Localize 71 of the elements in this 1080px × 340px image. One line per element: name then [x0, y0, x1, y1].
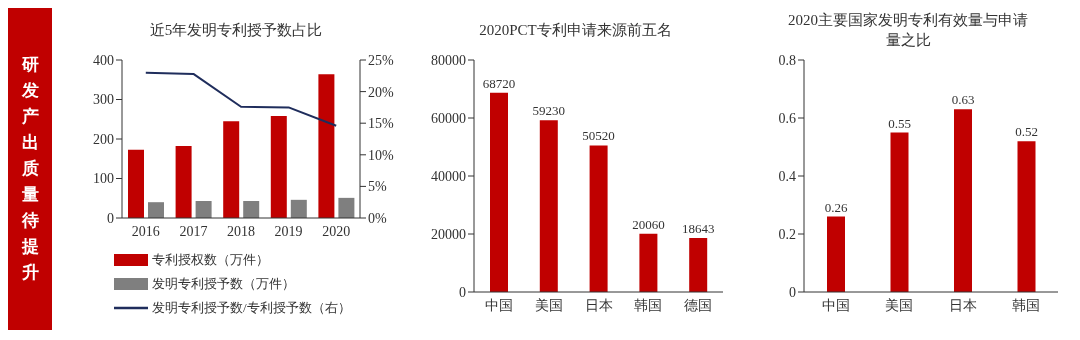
- x-tick-label: 2020: [322, 223, 351, 239]
- line-series: [144, 71, 338, 127]
- bar: [270, 116, 287, 218]
- data-label: 0.63: [951, 92, 975, 108]
- data-label: 0.26: [824, 199, 848, 215]
- x-tick-label: 中国: [821, 297, 850, 313]
- bar: [954, 109, 972, 292]
- data-label: 50520: [582, 128, 615, 144]
- chart-title: 研发产出质量待提升: [21, 55, 39, 282]
- data-label: 18643: [681, 220, 715, 236]
- y-tick-label: 20000: [431, 226, 466, 242]
- x-tick-label: 2018: [227, 223, 255, 239]
- data-label: 0.55: [888, 115, 911, 131]
- legend-label: 发明专利授予数/专利授予数（右）: [152, 299, 351, 317]
- x-tick-label: 2019: [274, 223, 303, 239]
- bar: [128, 149, 144, 218]
- legend-label: 发明专利授予数（万件）: [152, 275, 295, 293]
- y-tick-label: 0.2: [778, 226, 796, 242]
- x-tick-label: 韩国: [1012, 297, 1041, 313]
- bar: [639, 233, 658, 292]
- bar: [290, 199, 307, 218]
- y-tick-label: 0.4: [778, 168, 796, 184]
- legend-label: 专利授权数（万件）: [152, 251, 269, 269]
- x-tick-label: 日本: [948, 297, 977, 313]
- y-tick-label: 100: [93, 171, 114, 187]
- bar: [689, 237, 708, 292]
- x-tick-label: 日本: [584, 297, 613, 313]
- bar: [223, 121, 240, 218]
- y-tick-label: 80000: [431, 52, 466, 68]
- x-tick-label: 韩国: [634, 297, 663, 313]
- y-tick-label: 60000: [431, 110, 466, 126]
- bar: [890, 132, 909, 292]
- data-label: 0.52: [1015, 124, 1038, 140]
- x-tick-label: 德国: [684, 297, 713, 313]
- y-tick-label: 200: [93, 131, 114, 147]
- y-tick-label: 0: [789, 284, 796, 300]
- y-tick-label: 40000: [431, 168, 466, 184]
- y-tick-label: 400: [93, 52, 114, 68]
- bar: [148, 202, 164, 218]
- y-tick-label: 0: [459, 284, 466, 300]
- bar: [243, 201, 260, 218]
- chart-title: 2020PCT专利申请来源前五名: [478, 21, 673, 40]
- y-tick-label: 0: [107, 210, 114, 226]
- x-tick-label: 美国: [534, 297, 563, 313]
- y2-tick-label: 10%: [368, 147, 394, 163]
- bar: [539, 120, 558, 292]
- y2-tick-label: 15%: [368, 116, 394, 132]
- bar: [490, 92, 508, 292]
- y2-tick-label: 0%: [368, 210, 387, 226]
- x-tick-label: 中国: [484, 297, 513, 313]
- y-tick-label: 300: [93, 92, 114, 108]
- x-tick-label: 2017: [179, 223, 208, 239]
- bar: [338, 197, 355, 218]
- data-label: 20060: [632, 216, 665, 232]
- bar: [195, 201, 212, 218]
- bar: [318, 74, 335, 218]
- data-label: 59230: [532, 103, 566, 119]
- y-tick-label: 0.6: [778, 110, 796, 126]
- y2-tick-label: 5%: [368, 179, 387, 195]
- y-tick-label: 0.8: [778, 52, 796, 68]
- chart-title: 2020主要国家发明专利有效量与申请量之比: [788, 11, 1028, 50]
- y2-tick-label: 25%: [368, 52, 394, 68]
- y2-tick-label: 20%: [368, 84, 394, 100]
- data-label: 68720: [482, 75, 516, 91]
- bar: [1017, 141, 1036, 292]
- bar: [827, 216, 845, 292]
- x-tick-label: 美国: [885, 297, 914, 313]
- bar: [175, 146, 192, 218]
- bar: [589, 145, 608, 292]
- x-tick-label: 2016: [131, 223, 160, 239]
- chart-title: 近5年发明专利授予数占比: [148, 21, 324, 40]
